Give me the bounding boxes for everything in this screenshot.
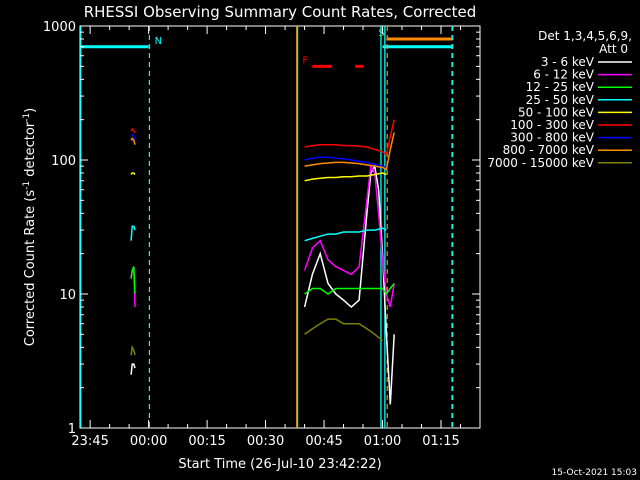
series-line-4 xyxy=(130,172,136,175)
legend-label: 7000 - 15000 keV xyxy=(487,156,594,170)
y-axis-label-main: Corrected Count Rate (s xyxy=(23,190,38,347)
plot-frame xyxy=(79,25,481,429)
x-tick-label: 00:00 xyxy=(130,434,167,449)
series-line-3 xyxy=(304,227,387,242)
y-axis-label-mid: detector xyxy=(23,121,38,181)
x-tick-label: 00:45 xyxy=(305,434,342,449)
flag-label: F xyxy=(302,55,308,66)
series-layer xyxy=(130,119,395,405)
x-tick-label: 00:15 xyxy=(188,434,225,449)
series-line-0 xyxy=(303,163,395,405)
series-line-0 xyxy=(130,363,136,375)
x-axis: 23:45 00:00 00:15 00:30 00:45 01:00 01:15 xyxy=(71,26,462,449)
legend-label: 300 - 800 keV xyxy=(510,131,594,145)
series-line-5 xyxy=(304,119,395,156)
legend-header: Det 1,3,4,5,6,9, xyxy=(538,29,632,43)
x-axis-label: Start Time (26-Jul-10 23:42:22) xyxy=(178,457,381,472)
x-tick-label: 01:15 xyxy=(422,434,459,449)
series-line-6 xyxy=(304,156,387,169)
flag-label: N xyxy=(155,36,162,47)
x-tick-label: 01:00 xyxy=(364,434,401,449)
vline-layer xyxy=(80,26,454,428)
series-line-3 xyxy=(130,225,136,241)
y-tick-label: 1 xyxy=(68,422,76,437)
legend-label: 800 - 7000 keV xyxy=(503,143,595,157)
series-line-1 xyxy=(303,163,395,308)
legend-label: 6 - 12 keV xyxy=(533,68,595,82)
series-line-6 xyxy=(130,133,136,141)
series-line-8 xyxy=(304,318,383,342)
x-tick-label: 23:45 xyxy=(71,434,108,449)
series-line-5 xyxy=(130,127,136,134)
series-line-4 xyxy=(304,172,387,182)
y-axis-label: Corrected Count Rate (s-1 detector-1) xyxy=(22,108,38,346)
y-axis-label-end: ) xyxy=(23,108,38,113)
y-tick-label: 100 xyxy=(51,154,76,169)
legend-label: 100 - 300 keV xyxy=(510,118,594,132)
legend-label: 3 - 6 keV xyxy=(541,55,595,69)
y-axis-label-sup2: -1 xyxy=(22,113,32,122)
x-tick-label: 00:30 xyxy=(247,434,284,449)
legend-label: 25 - 50 keV xyxy=(526,93,595,107)
footer-date: 15-Oct-2021 15:03 xyxy=(552,468,637,478)
legend-label: 12 - 25 keV xyxy=(526,80,595,94)
legend-attenuator: Att 0 xyxy=(599,42,628,56)
legend-label: 50 - 100 keV xyxy=(518,105,595,119)
series-line-7 xyxy=(304,132,395,171)
y-tick-label: 10 xyxy=(59,288,76,303)
series-line-8 xyxy=(130,344,136,356)
y-axis-label-sup1: -1 xyxy=(22,181,32,190)
y-tick-label: 1000 xyxy=(43,20,76,35)
flag-layer: NFS xyxy=(80,28,453,68)
chart-title: RHESSI Observing Summary Count Rates, Co… xyxy=(84,3,477,21)
series-line-7 xyxy=(130,137,136,145)
plot-border xyxy=(79,25,481,429)
y-axis: 1 10 100 1000 xyxy=(43,20,480,437)
series-line-2 xyxy=(130,266,136,295)
series-line-2 xyxy=(304,282,395,296)
